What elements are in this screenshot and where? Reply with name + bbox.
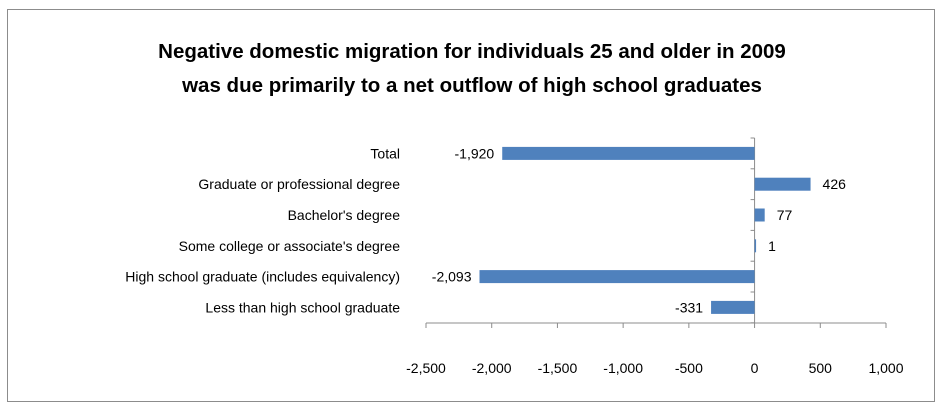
chart-frame: Negative domestic migration for individu… — [7, 9, 935, 402]
chart-title-line-1: Negative domestic migration for individu… — [158, 40, 786, 63]
category-label: Less than high school graduate — [205, 299, 400, 315]
category-label: Total — [370, 145, 400, 161]
x-tick-label: 1,000 — [868, 360, 903, 376]
data-label: 1 — [768, 238, 776, 254]
x-tick-label: 500 — [809, 360, 833, 376]
bar — [502, 146, 755, 160]
data-label: 426 — [823, 176, 847, 192]
category-label: Graduate or professional degree — [198, 176, 400, 192]
x-tick-label: -500 — [675, 360, 703, 376]
bar — [711, 300, 755, 314]
bar — [754, 177, 811, 191]
plot-area: -2,500 -2,000 -1,500 -1,000 -500 0 500 1,000 Tot… — [125, 137, 904, 376]
category-label: High school graduate (includes equivalen… — [125, 269, 400, 285]
x-tick-label: -2,000 — [472, 360, 512, 376]
data-label: -331 — [675, 299, 703, 315]
data-label: -2,093 — [432, 269, 472, 285]
chart-title-line-2: was due primarily to a net outflow of hi… — [181, 74, 762, 97]
x-tick-label: -1,000 — [603, 360, 643, 376]
bar — [754, 208, 765, 222]
data-label: -1,920 — [455, 145, 495, 161]
bar — [754, 239, 757, 253]
x-tick-label: -2,500 — [406, 360, 446, 376]
x-tick-label: 0 — [751, 360, 759, 376]
x-tick-label: -1,500 — [538, 360, 578, 376]
category-label: Some college or associate's degree — [179, 238, 401, 254]
data-label: 77 — [777, 207, 793, 223]
bar — [479, 270, 755, 284]
category-label: Bachelor's degree — [288, 207, 401, 223]
chart-svg: Negative domestic migration for individu… — [125, 40, 904, 376]
